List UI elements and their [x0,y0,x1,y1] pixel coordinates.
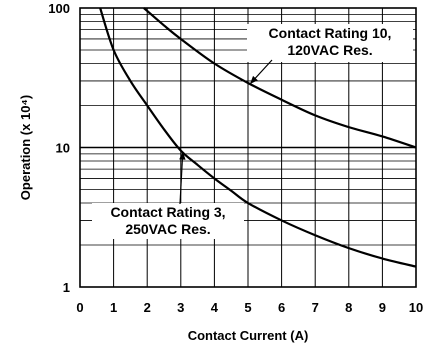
x-tick-label: 7 [312,300,319,315]
y-tick-labels: 1 10 100 [48,1,70,295]
x-axis-label: Contact Current (A) [188,328,309,343]
curves [99,7,417,268]
y-tick-label: 10 [56,141,70,156]
arrowhead-icon [179,151,186,160]
x-tick-label: 4 [211,300,219,315]
x-tick-label: 2 [144,300,151,315]
y-tick-label: 1 [63,280,70,295]
y-axis-label: Operation (x 10⁴) [18,95,33,200]
x-tick-labels: 0 1 2 3 4 5 6 7 8 9 10 [76,300,423,315]
x-tick-label: 10 [409,300,423,315]
annotation-text: 250VAC Res. [125,221,210,237]
x-tick-label: 5 [244,300,251,315]
y-tick-label: 100 [48,1,70,16]
x-tick-label: 8 [345,300,352,315]
annotation-box [92,203,244,239]
curve-1 [99,7,417,268]
x-tick-label: 6 [278,300,285,315]
annotation-box [247,24,413,62]
x-tick-label: 1 [110,300,117,315]
x-tick-label: 9 [379,300,386,315]
annotation-text: Contact Rating 10, [269,25,392,41]
annotation-arrow [179,151,184,205]
plot-frame [79,7,417,288]
x-tick-label: 0 [76,300,83,315]
arrowhead-icon [250,75,258,84]
x-tick-label: 3 [177,300,184,315]
annotation-text: 120VAC Res. [287,42,372,58]
curve-2 [143,7,417,149]
annotation-text: Contact Rating 3, [110,204,225,220]
annotations: Contact Rating 10,120VAC Res. Contact Rat… [92,24,413,239]
